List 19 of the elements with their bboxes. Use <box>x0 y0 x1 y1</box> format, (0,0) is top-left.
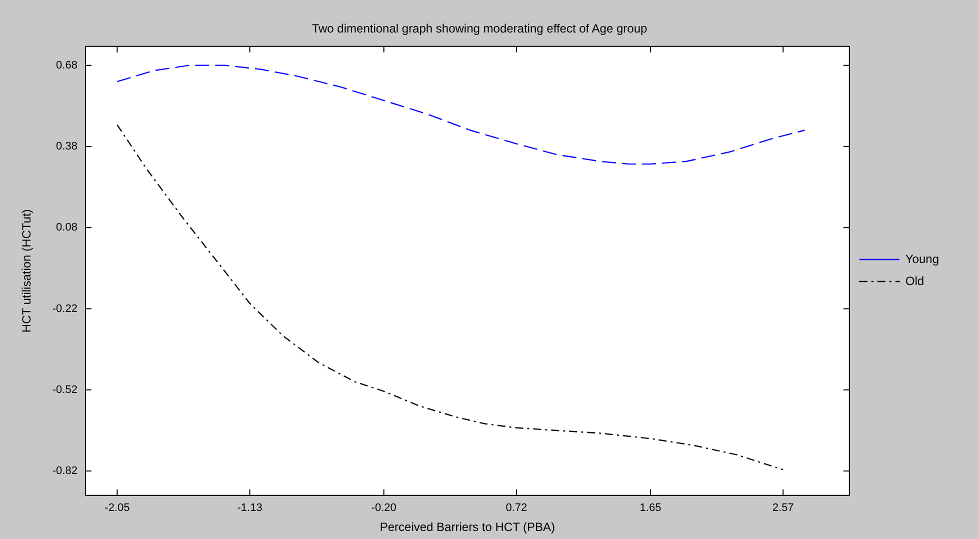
legend-label: Young <box>905 252 940 266</box>
x-tick-label: -0.20 <box>371 502 396 514</box>
y-tick-label: -0.82 <box>52 465 78 478</box>
x-tick-label: 0.72 <box>506 502 528 514</box>
y-tick-label: 0.38 <box>56 140 78 153</box>
x-tick-label: -1.13 <box>237 502 262 514</box>
line-series <box>116 124 784 470</box>
y-tick-label: 0.68 <box>56 59 78 72</box>
line-series <box>116 64 806 165</box>
y-tick-label: -0.52 <box>52 384 78 396</box>
chart-title: Two dimentional graph showing moderating effect of Age group <box>312 22 648 36</box>
legend-label: Old <box>905 274 924 288</box>
y-tick-label: 0.08 <box>56 222 78 234</box>
x-tick-label: 2.57 <box>772 502 794 514</box>
x-tick-label: -2.05 <box>104 502 130 514</box>
x-axis-title: Perceived Barriers to HCT (PBA) <box>380 520 556 534</box>
x-tick-label: 1.65 <box>640 502 662 514</box>
y-tick-label: -0.22 <box>52 302 78 315</box>
y-axis-title: HCT utilisation (HCTut) <box>20 209 34 333</box>
